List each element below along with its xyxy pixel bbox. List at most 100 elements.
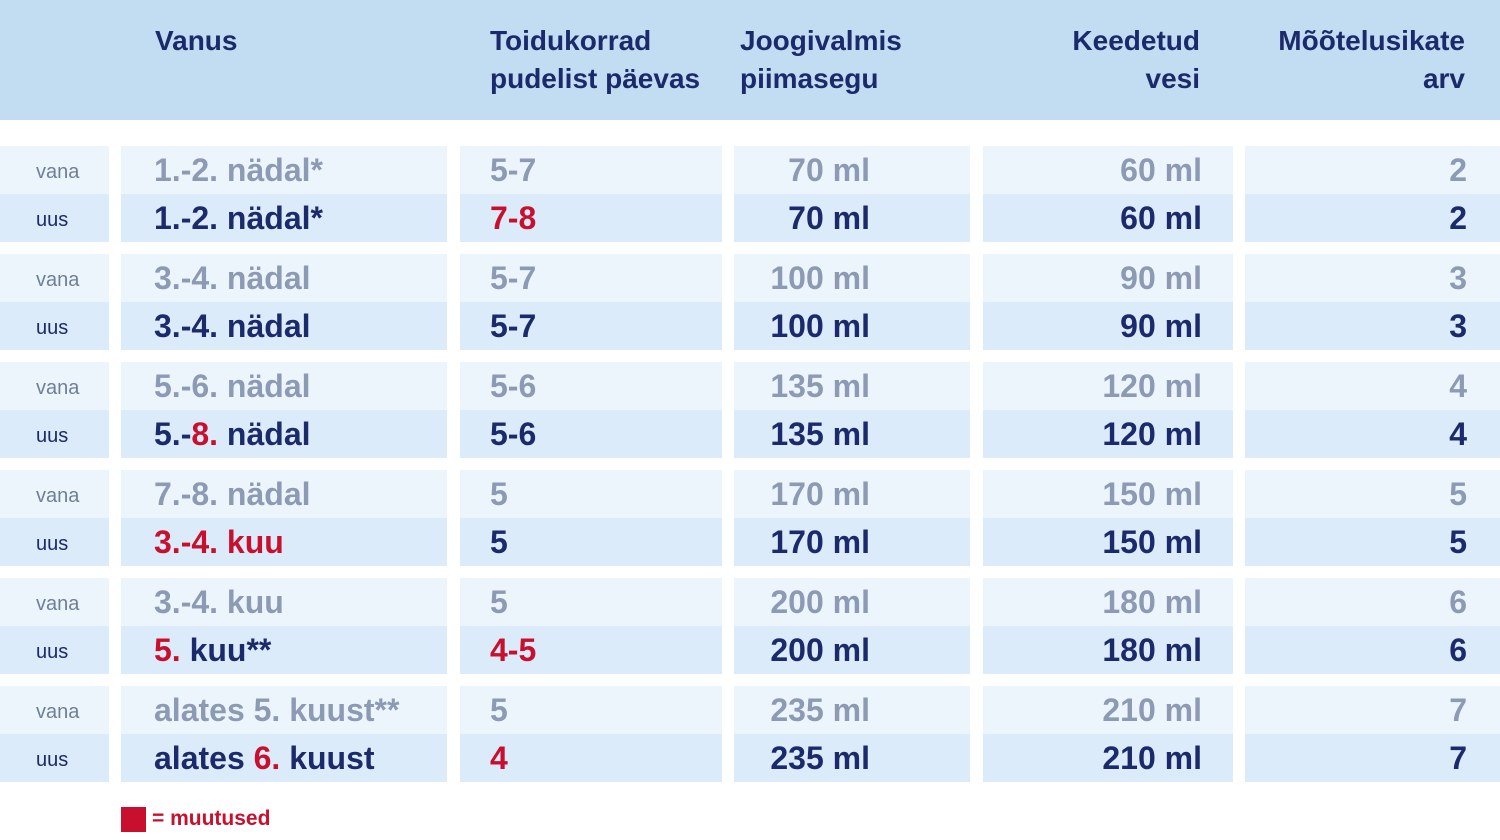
cell-background (983, 470, 1233, 518)
cell-water: 120 ml (1102, 416, 1202, 452)
cell-formula: 200 ml (770, 584, 870, 620)
cell-background (983, 302, 1233, 350)
cell-background (121, 734, 447, 782)
cell-background (734, 410, 970, 458)
cell-spoons: 4 (1449, 368, 1467, 404)
cell-background (121, 686, 447, 734)
cell-background (460, 254, 722, 302)
cell-water: 60 ml (1120, 152, 1202, 188)
cell-background (1245, 146, 1500, 194)
cell-age: 5. kuu** (154, 626, 271, 674)
table-row-new: uus 1.-2. nädal* 7-8 70 ml 60 ml 2 (0, 194, 1500, 242)
table-row-group: vana 1.-2. nädal* 5-7 70 ml 60 ml 2 uus 1.-2. n… (0, 146, 1500, 242)
row-version-label: vana (36, 485, 80, 507)
cell-background (983, 578, 1233, 626)
row-version-label: uus (36, 209, 69, 231)
cell-meals: 5-7 (490, 302, 536, 350)
cell-water: 60 ml (1120, 200, 1202, 236)
table-row-new: uus alates 6. kuust 4 235 ml 210 ml 7 (0, 734, 1500, 782)
cell-background (983, 734, 1233, 782)
cell-age: 3.-4. kuu (154, 518, 284, 566)
cell-formula: 135 ml (770, 416, 870, 452)
cell-background (0, 302, 109, 350)
cell-background (734, 146, 970, 194)
cell-age: 7.-8. nädal (154, 470, 311, 518)
table-row-old: vana alates 5. kuust** 5 235 ml 210 ml 7 (0, 686, 1500, 734)
cell-age: 5.-8. nädal (154, 410, 311, 458)
cell-formula: 235 ml (770, 740, 870, 776)
cell-water: 150 ml (1102, 476, 1202, 512)
cell-age: alates 5. kuust** (154, 686, 399, 734)
row-version-label: vana (36, 377, 80, 399)
header-water-line-1: Keedetud (1072, 25, 1200, 56)
cell-background (0, 410, 109, 458)
cell-age: 5.-6. nädal (154, 362, 311, 410)
cell-background (0, 518, 109, 566)
cell-text: 1.-2. nädal* (154, 152, 323, 188)
table-row-new: uus 5.-8. nädal 5-6 135 ml 120 ml 4 (0, 410, 1500, 458)
cell-formula: 100 ml (770, 308, 870, 344)
cell-age: 3.-4. kuu (154, 578, 284, 626)
cell-text: 7.-8. nädal (154, 476, 311, 512)
table-row-new: uus 3.-4. kuu 5 170 ml 150 ml 5 (0, 518, 1500, 566)
cell-background (121, 194, 447, 242)
cell-meals: 5-6 (490, 410, 536, 458)
cell-background (983, 194, 1233, 242)
cell-spoons: 3 (1449, 308, 1467, 344)
cell-water: 90 ml (1120, 260, 1202, 296)
cell-meals: 5 (490, 470, 508, 518)
cell-text: 5 (490, 692, 508, 728)
cell-background (121, 362, 447, 410)
cell-background (0, 626, 109, 674)
cell-water: 120 ml (1102, 368, 1202, 404)
cell-formula: 200 ml (770, 632, 870, 668)
cell-background (983, 626, 1233, 674)
cell-meals: 7-8 (490, 194, 536, 242)
cell-text: 1.-2. nädal* (154, 200, 323, 236)
cell-background (121, 302, 447, 350)
cell-formula: 170 ml (770, 476, 870, 512)
changed-text: 5. (154, 632, 181, 668)
cell-background (0, 362, 109, 410)
cell-background (734, 734, 970, 782)
table-row-group: vana alates 5. kuust** 5 235 ml 210 ml 7 uus al… (0, 686, 1500, 782)
table-row-group: vana 3.-4. nädal 5-7 100 ml 90 ml 3 uus 3.-4. n… (0, 254, 1500, 350)
cell-age: 1.-2. nädal* (154, 146, 323, 194)
cell-formula: 235 ml (770, 692, 870, 728)
cell-text: alates (154, 740, 254, 776)
cell-formula: 135 ml (770, 368, 870, 404)
cell-background (734, 578, 970, 626)
cell-background (0, 146, 109, 194)
cell-spoons: 5 (1449, 524, 1467, 560)
table-row-old: vana 3.-4. kuu 5 200 ml 180 ml 6 (0, 578, 1500, 626)
table-row-new: uus 5. kuu** 4-5 200 ml 180 ml 6 (0, 626, 1500, 674)
cell-background (734, 686, 970, 734)
cell-background (1245, 470, 1500, 518)
cell-background (460, 578, 722, 626)
cell-text: 5 (490, 524, 508, 560)
cell-meals: 5-6 (490, 362, 536, 410)
cell-text: 3.-4. nädal (154, 308, 311, 344)
table-header: Vanus Toidukorrad pudelist päevas Joogiv… (0, 0, 1500, 120)
cell-background (1245, 626, 1500, 674)
cell-text: kuust (280, 740, 375, 776)
legend-change-swatch (121, 806, 146, 832)
row-version-label: uus (36, 641, 69, 663)
cell-text: 3.-4. nädal (154, 260, 311, 296)
table-row-old: vana 5.-6. nädal 5-6 135 ml 120 ml 4 (0, 362, 1500, 410)
table-row-group: vana 3.-4. kuu 5 200 ml 180 ml 6 uus 5. kuu** 4-… (0, 578, 1500, 674)
cell-background (460, 146, 722, 194)
row-version-label: uus (36, 317, 69, 339)
cell-meals: 4-5 (490, 626, 536, 674)
cell-water: 210 ml (1102, 740, 1202, 776)
legend: = muutused (121, 805, 270, 833)
cell-text: 5.- (154, 416, 192, 452)
cell-background (1245, 734, 1500, 782)
cell-background (983, 518, 1233, 566)
changed-text: 8. (191, 416, 219, 452)
cell-background (1245, 578, 1500, 626)
header-formula: Joogivalmis piimasegu (740, 22, 902, 98)
cell-text: 5.-6. nädal (154, 368, 311, 404)
cell-text: 3.-4. kuu (154, 584, 284, 620)
cell-background (460, 734, 722, 782)
